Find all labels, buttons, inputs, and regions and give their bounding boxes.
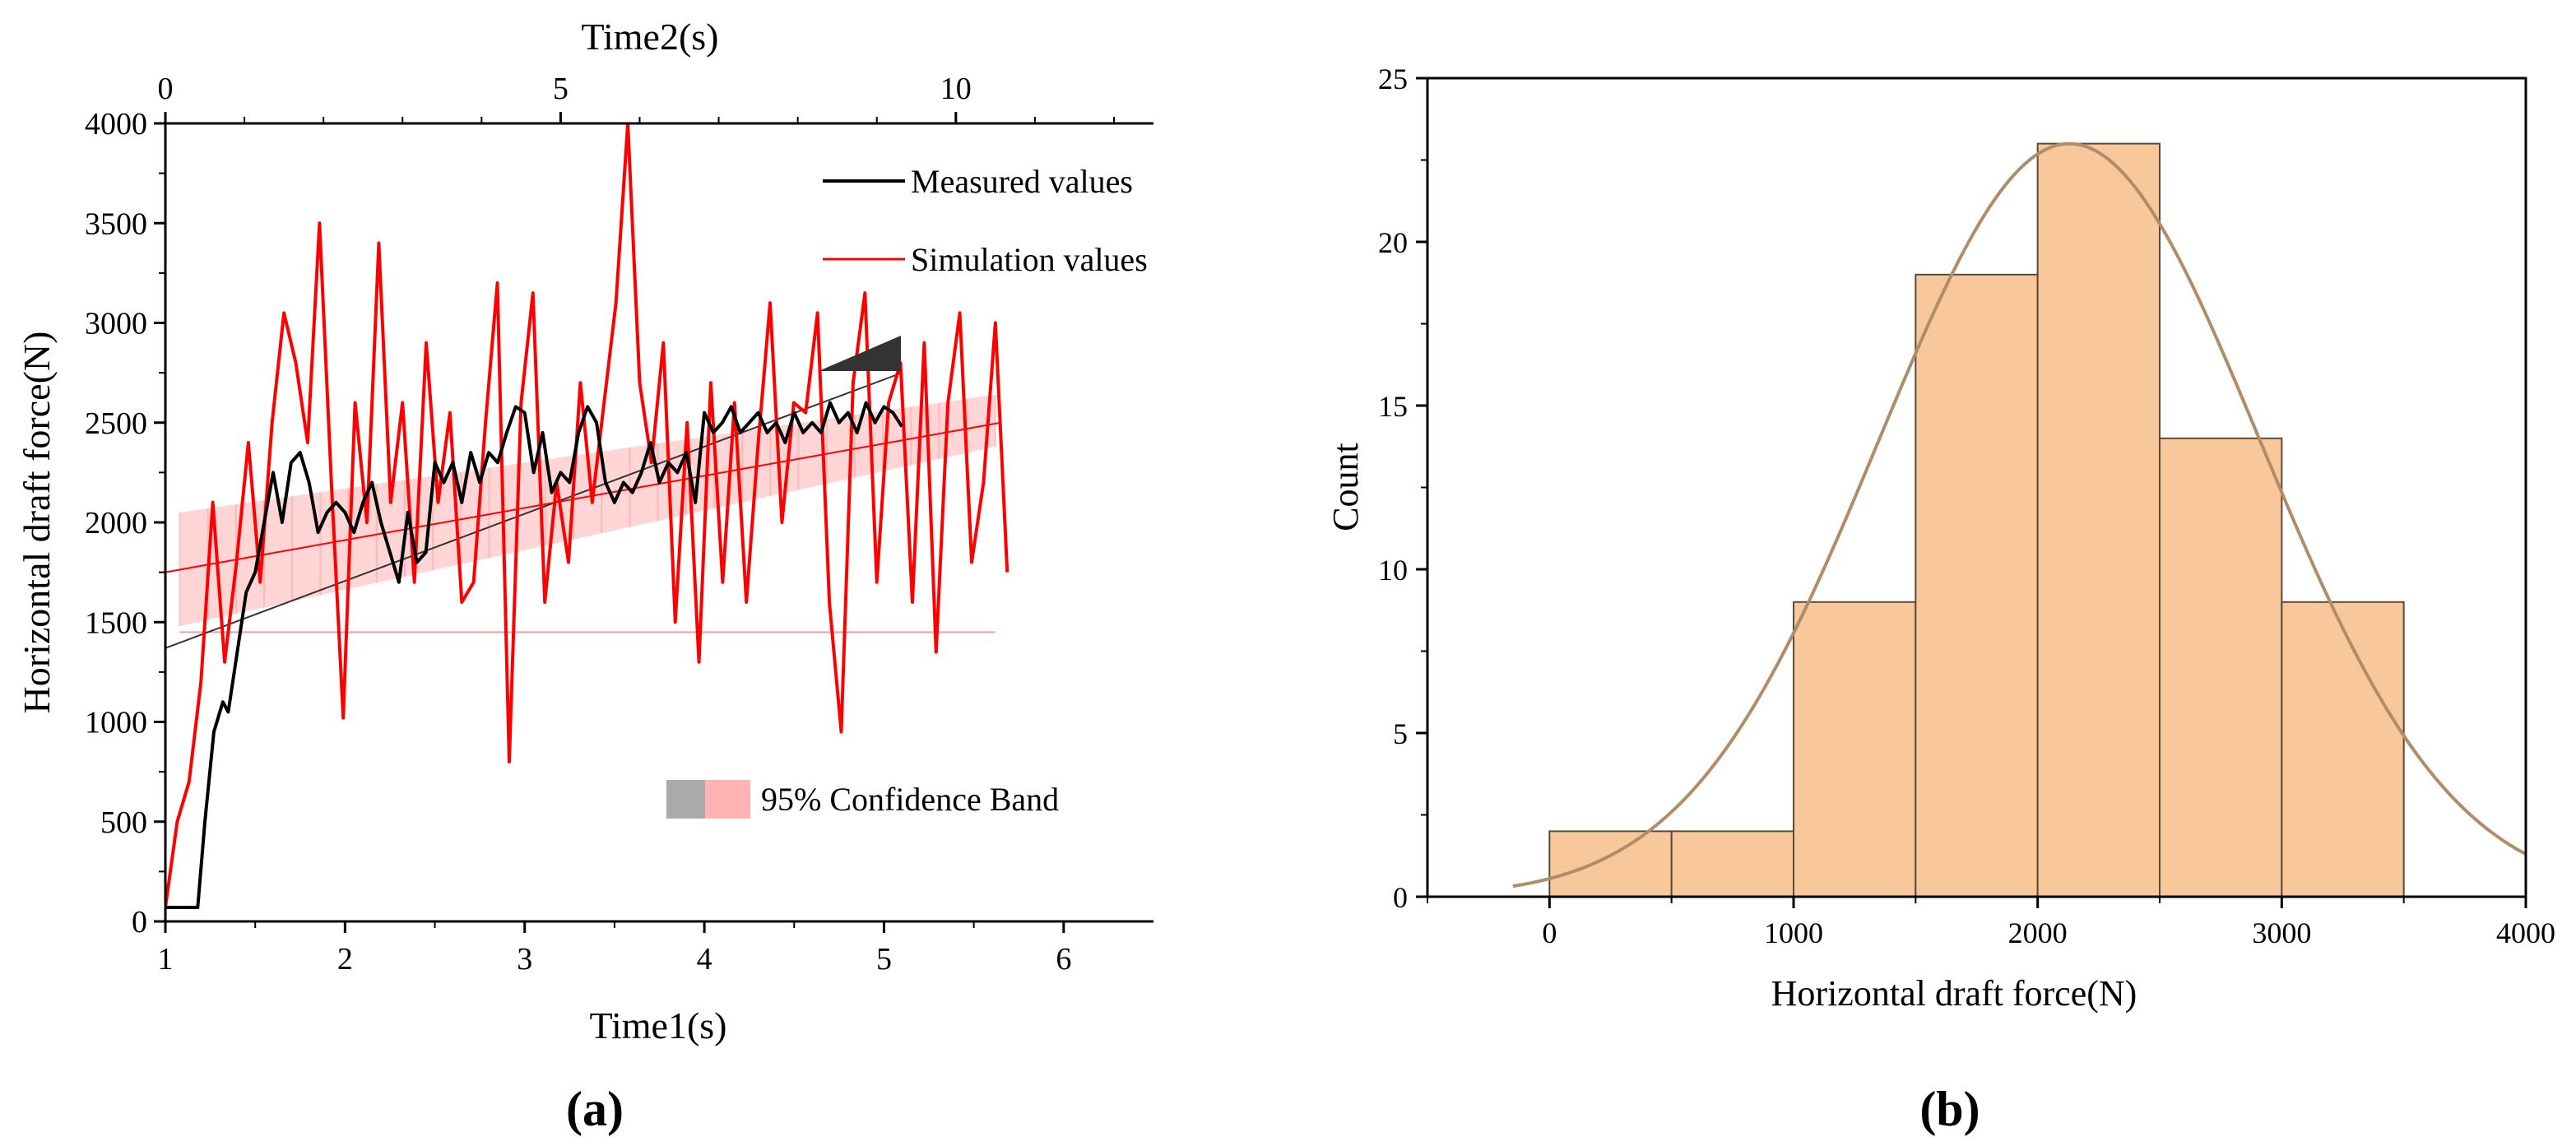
x-tick-label: 3 (517, 942, 532, 977)
x-tick-label: 6 (1056, 942, 1071, 977)
b-y-axis-title: Count (1325, 443, 1366, 531)
b-x-tick-label: 1000 (1764, 916, 1823, 949)
measured-fit-arrow (819, 336, 901, 371)
legend-band-gray-swatch (666, 780, 705, 819)
legend-band-red-swatch (705, 780, 750, 819)
y-tick-label: 2500 (85, 406, 147, 441)
y-tick-label: 3500 (85, 206, 147, 241)
normal-fit-curve (1512, 142, 2527, 888)
b-y-tick-label: 15 (1378, 390, 1408, 423)
left-axis-title: Horizontal draft force(N) (16, 332, 58, 714)
panel-a-chart: 0 500 1000 1500 2000 2500 3000 3500 4000 1 2 3 4 5 6 0 5… (16, 16, 1153, 1136)
y-tick-label: 3000 (85, 307, 147, 341)
simulation-values-line (165, 123, 1010, 908)
top-tick-label: 10 (940, 72, 972, 106)
histogram-bar (1915, 273, 2039, 898)
panel-a-label: (a) (566, 1082, 624, 1136)
x-tick-label: 2 (337, 942, 353, 977)
bottom-axis-title: Time1(s) (590, 1004, 727, 1046)
axis-ticks: 0 500 1000 1500 2000 2500 3000 3500 4000 1 2 3 4 5 6 0 5… (85, 72, 1115, 977)
b-y-tick-label: 10 (1378, 554, 1408, 587)
histogram-bar (1793, 601, 1917, 898)
top-tick-label: 0 (158, 72, 174, 106)
legend-band-label: 95% Confidence Band (761, 781, 1059, 818)
normal-fit-line (1512, 142, 2527, 888)
b-y-tick-label: 5 (1393, 717, 1408, 750)
b-x-tick-label: 2000 (2008, 916, 2068, 949)
legend-measured-label: Measured values (911, 163, 1133, 200)
axis-ticks-b: 0 5 10 15 20 25 0 1000 2000 3000 4000 (1378, 63, 2555, 949)
b-x-axis-title: Horizontal draft force(N) (1771, 973, 2137, 1014)
y-tick-label: 0 (132, 905, 147, 940)
legend-simulation-label: Simulation values (911, 241, 1148, 278)
series-lines (165, 123, 1010, 910)
y-tick-label: 500 (100, 805, 147, 840)
histogram-bars (1548, 142, 2405, 898)
histogram-bar (1670, 830, 1794, 898)
b-y-tick-label: 20 (1378, 226, 1408, 259)
histogram-bar (1548, 830, 1673, 898)
histogram-bar (2159, 437, 2283, 898)
top-axis-title: Time2(s) (582, 16, 719, 58)
confidence-band-area (179, 394, 996, 627)
b-x-tick-label: 0 (1542, 916, 1557, 949)
y-tick-label: 1500 (85, 605, 147, 640)
b-y-tick-label: 25 (1378, 63, 1408, 95)
x-tick-label: 4 (697, 942, 712, 977)
measured-fit-line (165, 372, 903, 649)
simulation-fit-line (165, 421, 1001, 573)
measured-values-line (165, 401, 903, 910)
histogram-bar (2281, 601, 2405, 898)
histogram-bar (2036, 142, 2161, 898)
b-x-tick-label: 4000 (2496, 916, 2555, 949)
top-tick-label: 5 (553, 72, 569, 106)
x-tick-label: 5 (876, 942, 892, 977)
b-x-tick-label: 3000 (2252, 916, 2311, 949)
y-tick-label: 1000 (85, 706, 147, 740)
y-tick-label: 2000 (85, 506, 147, 541)
x-tick-label: 1 (158, 942, 174, 977)
b-y-tick-label: 0 (1393, 881, 1408, 914)
panel-b-chart: 0 5 10 15 20 25 0 1000 2000 3000 4000 Horizontal d… (1325, 63, 2555, 1136)
y-tick-label: 4000 (85, 107, 147, 142)
fit-lines (165, 372, 1001, 649)
panel-b-label: (b) (1919, 1082, 1980, 1136)
legend: Measured values Simulation values 95% Co… (666, 163, 1148, 819)
